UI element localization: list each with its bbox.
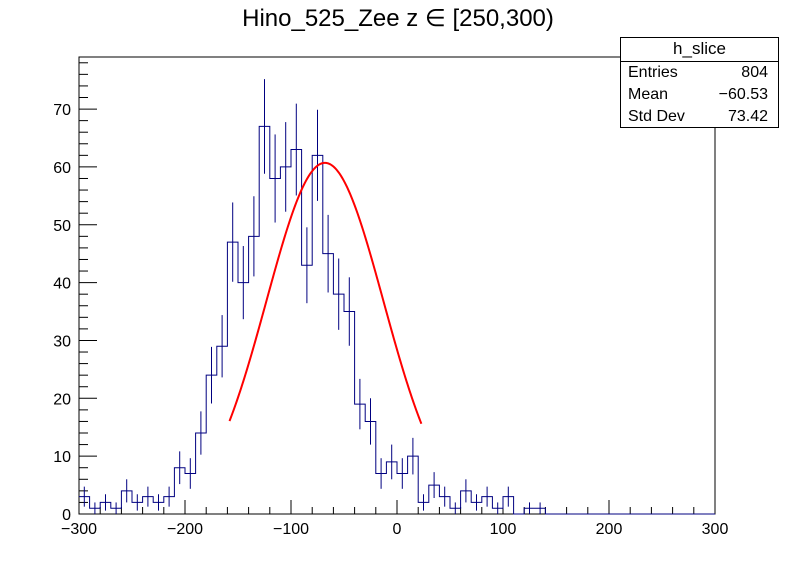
x-tick-label: −100 (273, 521, 309, 538)
stats-box: h_slice Entries 804 Mean −60.53 Std Dev … (620, 37, 779, 128)
gaussian-fit (228, 161, 423, 425)
y-tick-label: 60 (53, 160, 71, 177)
y-tick-label: 30 (53, 333, 71, 350)
x-tick-label: −300 (61, 521, 97, 538)
x-tick-label: 300 (702, 521, 729, 538)
stats-entries-row: Entries 804 (621, 62, 778, 84)
stats-mean-value: −60.53 (718, 86, 768, 103)
stats-title: h_slice (621, 38, 778, 62)
fit-curve (228, 161, 423, 425)
x-tick-label: 100 (490, 521, 517, 538)
x-tick-label: 200 (596, 521, 623, 538)
chart-title: Hino_525_Zee z ∈ [250,300) (242, 5, 554, 32)
stats-stddev-label: Std Dev (628, 108, 685, 125)
stats-mean-label: Mean (628, 86, 669, 103)
y-tick-label: 50 (53, 218, 71, 235)
y-tick-label: 20 (53, 391, 71, 408)
x-axis: −300 −200 −100 0 100 200 300 (61, 500, 728, 538)
error-bars (83, 79, 541, 514)
y-tick-label: 0 (62, 507, 71, 524)
stats-mean-row: Mean −60.53 (621, 84, 778, 106)
y-tick-label: 40 (53, 276, 71, 293)
stats-stddev-row: Std Dev 73.42 (621, 106, 778, 128)
stats-entries-label: Entries (628, 64, 678, 81)
y-tick-label: 70 (53, 102, 71, 119)
histogram-outline (79, 125, 715, 515)
y-axis: 0 10 20 30 40 50 60 70 (53, 62, 97, 524)
y-tick-label: 10 (53, 449, 71, 466)
histogram-series (79, 125, 715, 515)
stats-entries-value: 804 (741, 64, 768, 81)
stats-stddev-value: 73.42 (727, 108, 768, 125)
x-tick-label: −200 (167, 521, 203, 538)
x-tick-label: 0 (393, 521, 402, 538)
